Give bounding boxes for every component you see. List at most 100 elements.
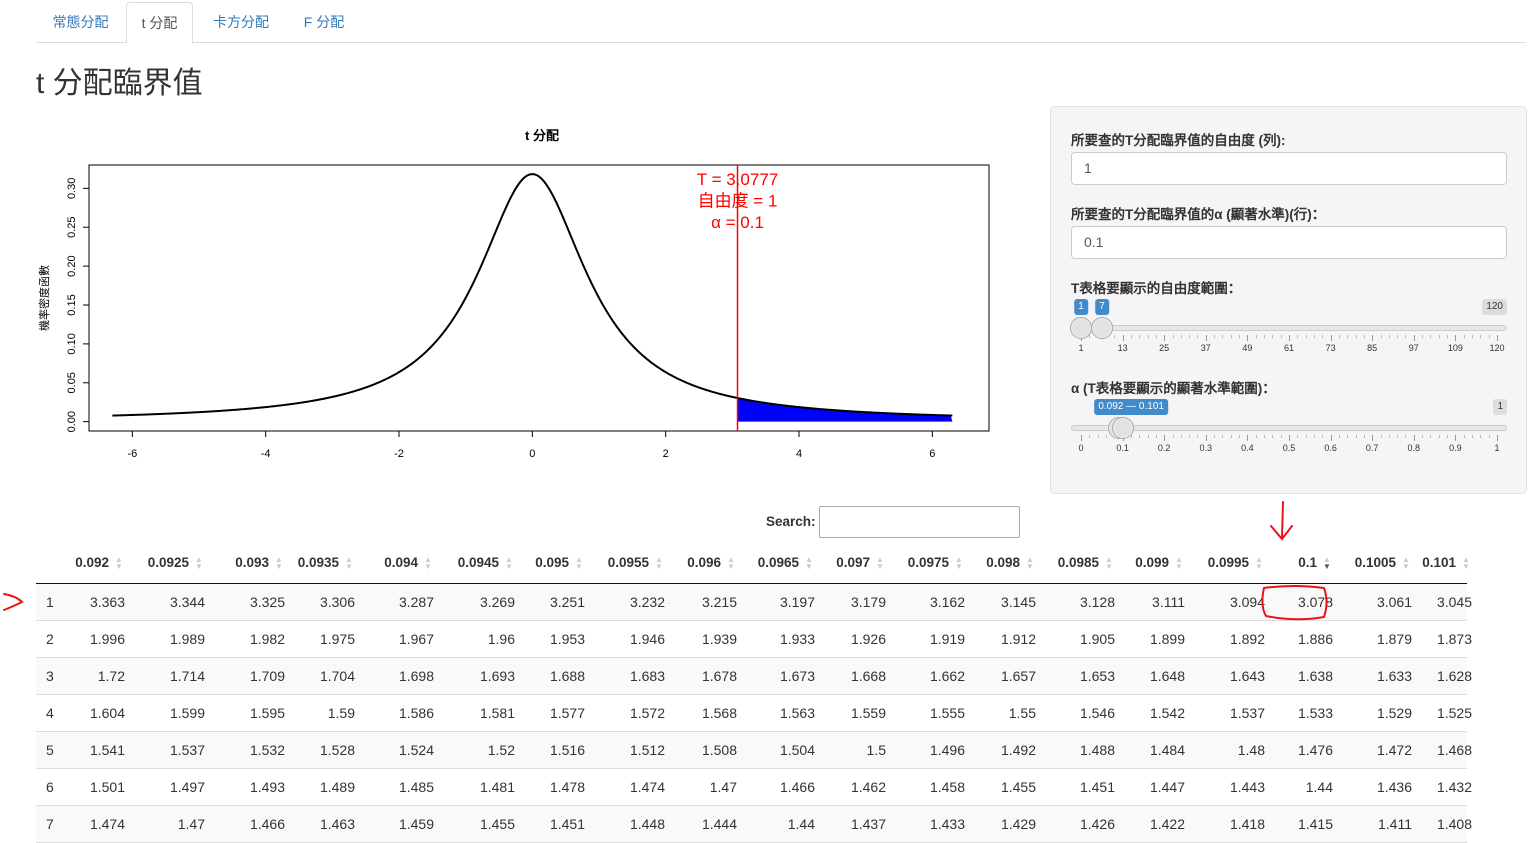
df-range-label: T表格要顯示的自由度範圍： bbox=[1071, 281, 1242, 296]
column-header[interactable]: 0.096 ▲ ▼ bbox=[653, 544, 737, 584]
table-cell: 1.455 bbox=[479, 816, 515, 832]
sort-icon[interactable]: ▲ ▼ bbox=[1323, 555, 1331, 572]
alpha-label: 所要查的T分配臨界值的α (顯著水準)(行)： bbox=[1071, 207, 1326, 222]
column-header-label: 0.0955 bbox=[607, 555, 649, 570]
sort-icon[interactable]: ▲ ▼ bbox=[727, 555, 735, 572]
table-cell: 1.418 bbox=[1229, 816, 1265, 832]
column-header[interactable]: 0.0935 ▲ ▼ bbox=[273, 544, 355, 584]
slider-minor-tick bbox=[1447, 435, 1449, 438]
table-cell: 1.886 bbox=[1297, 631, 1333, 647]
sort-icon[interactable]: ▲ ▼ bbox=[424, 555, 432, 572]
column-header[interactable]: 0.0975 ▲ ▼ bbox=[874, 544, 965, 584]
table-cell: 1.474 bbox=[629, 779, 665, 795]
y-tick-label: 0.10 bbox=[66, 333, 78, 354]
table-cell: 1.595 bbox=[249, 705, 285, 721]
table-cell: 1.508 bbox=[701, 742, 737, 758]
slider-tick-label: 0.2 bbox=[1157, 443, 1171, 453]
sort-icon[interactable]: ▲ ▼ bbox=[195, 555, 203, 572]
table-cell: 3.325 bbox=[249, 594, 285, 610]
table-cell: 1.939 bbox=[701, 631, 737, 647]
slider-minor-tick bbox=[1488, 435, 1490, 438]
sort-icon[interactable]: ▲ ▼ bbox=[575, 555, 583, 572]
sort-icon[interactable]: ▲ ▼ bbox=[655, 555, 663, 572]
column-header[interactable]: 0.0995 ▲ ▼ bbox=[1173, 544, 1265, 584]
table-cell: 1.497 bbox=[169, 779, 205, 795]
slider-tick-label: 0 bbox=[1078, 443, 1084, 453]
alpha-range-slider[interactable]: 0 0.1 0.2 0.3 0.4 0.5 0.6 0.7 0.8 0.9 1 1 0.092 — 0.… bbox=[1071, 207, 1507, 467]
alpha-range-handle-to[interactable] bbox=[1112, 417, 1135, 439]
sort-icon[interactable]: ▲ ▼ bbox=[805, 555, 813, 572]
table-cell: 1.653 bbox=[1079, 668, 1115, 684]
column-header[interactable]: 0.101 ▲ ▼ bbox=[1400, 544, 1472, 584]
slider-minor-tick bbox=[1222, 335, 1224, 338]
column-header[interactable]: 0.0945 ▲ ▼ bbox=[422, 544, 515, 584]
column-header-label: 0.1005 bbox=[1354, 555, 1396, 570]
t-distribution-plot: t 分配 機率密度函數 -6 -4 -2 0 2 4 6 0.00 0.05 0.10 0.15 0.… bbox=[37, 128, 990, 460]
tab-chisq[interactable]: 卡方分配 bbox=[213, 14, 269, 30]
column-header[interactable]: 0.1005 ▲ ▼ bbox=[1321, 544, 1412, 584]
sort-icon[interactable]: ▲ ▼ bbox=[876, 555, 884, 572]
alpha-input[interactable]: 0.1 bbox=[1071, 226, 1507, 259]
column-header[interactable]: 0.094 ▲ ▼ bbox=[343, 544, 434, 584]
x-tick-label: -4 bbox=[261, 448, 271, 460]
table-row: 2 1.996 1.989 1.982 1.975 1.967 1.96 1.953 1.946… bbox=[36, 621, 1472, 658]
table-cell: 1.546 bbox=[1079, 705, 1115, 721]
sort-icon[interactable]: ▲ ▼ bbox=[955, 555, 963, 572]
table-cell: 1.673 bbox=[779, 668, 815, 684]
column-header[interactable]: 0.099 ▲ ▼ bbox=[1103, 544, 1185, 584]
table-cell: 1.489 bbox=[319, 779, 355, 795]
slider-minor-tick bbox=[1180, 435, 1182, 438]
table-cell: 1.693 bbox=[479, 668, 515, 684]
column-header[interactable]: 0.097 ▲ ▼ bbox=[803, 544, 886, 584]
table-cell: 1.648 bbox=[1149, 668, 1185, 684]
slider-minor-tick bbox=[1313, 435, 1315, 438]
search-input[interactable] bbox=[819, 506, 1020, 538]
table-cell: 1.905 bbox=[1079, 631, 1115, 647]
tab-f[interactable]: F 分配 bbox=[303, 14, 345, 30]
column-header[interactable]: 0.0925 ▲ ▼ bbox=[113, 544, 205, 584]
slider-minor-tick bbox=[1172, 435, 1174, 438]
slider-minor-tick bbox=[1422, 435, 1424, 438]
column-header[interactable]: 0.0965 ▲ ▼ bbox=[725, 544, 815, 584]
slider-minor-tick bbox=[1280, 335, 1282, 338]
tab-normal[interactable]: 常態分配 bbox=[52, 14, 109, 30]
column-header[interactable]: 0.095 ▲ ▼ bbox=[503, 544, 585, 584]
sort-icon[interactable]: ▲ ▼ bbox=[275, 555, 283, 572]
table-cell: 1.481 bbox=[479, 779, 515, 795]
tab-t[interactable]: t 分配 bbox=[126, 2, 193, 44]
chart-title: t 分配 bbox=[525, 128, 559, 143]
sort-icon[interactable]: ▲ ▼ bbox=[1026, 555, 1034, 572]
sort-icon[interactable]: ▲ ▼ bbox=[115, 555, 123, 572]
column-header[interactable]: 0.092 ▲ ▼ bbox=[56, 544, 125, 584]
table-cell: 1.437 bbox=[850, 816, 886, 832]
slider-tick bbox=[1289, 335, 1290, 341]
sort-icon[interactable]: ▲ ▼ bbox=[505, 555, 513, 572]
sort-icon[interactable]: ▲ ▼ bbox=[1402, 555, 1410, 572]
df-range-value-badge: 7 bbox=[1095, 299, 1109, 315]
table-cell: 3.269 bbox=[479, 594, 515, 610]
column-header[interactable]: 0.0955 ▲ ▼ bbox=[573, 544, 665, 584]
slider-track[interactable] bbox=[1071, 425, 1507, 431]
column-header[interactable]: 0.093 ▲ ▼ bbox=[193, 544, 285, 584]
sort-icon[interactable]: ▲ ▼ bbox=[1105, 555, 1113, 572]
slider-minor-tick bbox=[1272, 335, 1274, 338]
df-input[interactable]: 1 bbox=[1071, 152, 1507, 185]
sort-icon[interactable]: ▲ ▼ bbox=[1255, 555, 1263, 572]
sort-icon[interactable]: ▲ ▼ bbox=[1175, 555, 1183, 572]
slider-minor-tick bbox=[1488, 335, 1490, 338]
slider-minor-tick bbox=[1255, 335, 1257, 338]
table-cell: 1.447 bbox=[1149, 779, 1185, 795]
slider-tick-label: 1 bbox=[1494, 443, 1500, 453]
slider-tick bbox=[1164, 335, 1166, 341]
slider-tick bbox=[1372, 335, 1374, 341]
column-header[interactable]: 0.0985 ▲ ▼ bbox=[1024, 544, 1115, 584]
sort-icon[interactable]: ▲ ▼ bbox=[1462, 555, 1470, 572]
table-cell: 3.128 bbox=[1079, 594, 1115, 610]
slider-minor-tick bbox=[1347, 335, 1349, 338]
column-header[interactable]: 0.098 ▲ ▼ bbox=[953, 544, 1036, 584]
df-range-slider[interactable]: 1 13 25 37 49 61 73 85 97 109 120 120 1 7 bbox=[1070, 107, 1507, 367]
table-cell: 1.982 bbox=[249, 631, 285, 647]
column-header[interactable]: 0.1 ▲ ▼ bbox=[1253, 544, 1333, 584]
df-range-handle-to[interactable] bbox=[1090, 317, 1113, 339]
sort-icon[interactable]: ▲ ▼ bbox=[345, 555, 353, 572]
